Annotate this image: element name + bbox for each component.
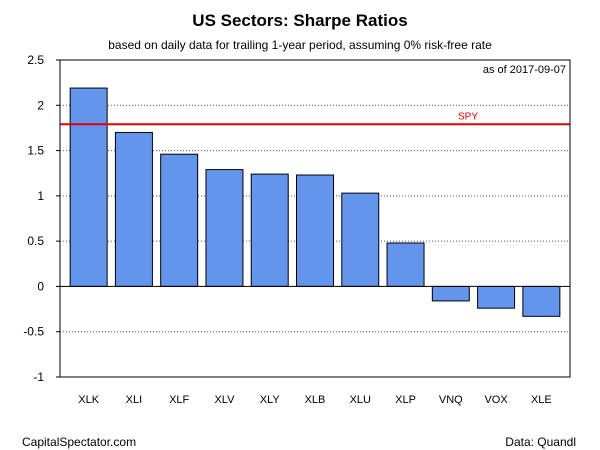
chart-subtitle: based on daily data for trailing 1-year … (108, 38, 492, 52)
y-tick-label: 0 (37, 279, 44, 293)
bar-xlu (341, 192, 380, 287)
spy-label: SPY (458, 111, 478, 122)
x-category-label: XLF (169, 394, 189, 406)
x-category-label: XLU (350, 394, 371, 406)
y-tick-label: 1.5 (27, 144, 44, 158)
y-tick-label: 1 (37, 189, 44, 203)
x-axis-labels: XLK XLI XLF XLV XLY XLB XLU XLP VNQ VOX XLE (78, 394, 552, 406)
bar-xlk (69, 87, 108, 287)
x-category-label: XLY (260, 394, 281, 406)
bar-vox (477, 285, 516, 309)
spy-reference-line: SPY (60, 111, 570, 126)
y-tick-label: 0.5 (27, 234, 44, 248)
bar-vnq (431, 285, 470, 302)
bar-xlb (296, 174, 334, 287)
y-tick-label: -0.5 (23, 325, 44, 339)
x-category-label: XLB (305, 394, 326, 406)
x-category-label: VOX (484, 394, 508, 406)
bar-xlv (205, 169, 244, 287)
bars (69, 87, 561, 317)
x-category-label: XLI (126, 394, 143, 406)
plot-frame (59, 59, 571, 378)
footer-source-site: CapitalSpectator.com (22, 435, 136, 449)
y-tick-label: 2.5 (27, 53, 44, 67)
chart-title: US Sectors: Sharpe Ratios (192, 11, 407, 30)
bar-xle (522, 285, 561, 317)
x-category-label: XLK (78, 394, 99, 406)
x-category-label: VNQ (439, 394, 463, 406)
bar-xlf (160, 153, 199, 287)
bar-xli (114, 131, 153, 287)
x-category-label: XLE (531, 394, 552, 406)
as-of-date: as of 2017-09-07 (483, 64, 566, 76)
x-category-label: XLP (395, 394, 416, 406)
x-category-label: XLV (214, 394, 235, 406)
footer-data-source: Data: Quandl (505, 435, 576, 449)
y-tick-label: 2 (37, 98, 44, 112)
bar-xlp (386, 242, 425, 287)
bar-xly (250, 173, 289, 287)
y-axis-ticks: 2.5 2 1.5 1 0.5 0 -0.5 -1 (23, 53, 60, 384)
y-tick-label: -1 (33, 370, 44, 384)
